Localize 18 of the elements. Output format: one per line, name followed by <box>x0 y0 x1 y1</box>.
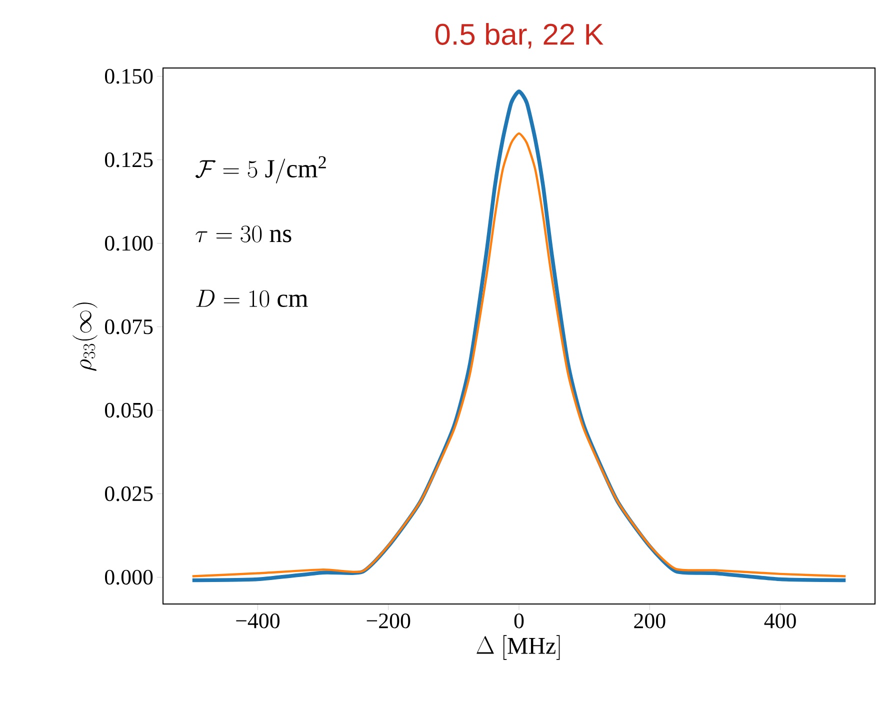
y-tick-label: 0.000 <box>105 570 153 585</box>
x-tick-label: 0 <box>514 614 524 628</box>
annotation: $\tau = 30\ \mathrm{ns}$ <box>196 226 292 242</box>
y-tick-label: 0.075 <box>105 319 153 334</box>
chart-title: 0.5 bar, 22 K <box>435 23 604 48</box>
annotation: $\mathcal{F} = 5\ \mathrm{J/cm^2}$ <box>195 156 326 184</box>
y-tick-label: 0.150 <box>105 68 153 84</box>
annotation: $D = 10\ \mathrm{cm}$ <box>196 290 308 308</box>
y-tick-label: 0.100 <box>105 236 153 251</box>
y-axis-title: $\rho_{33}(\infty)$ <box>72 302 98 371</box>
y-tick-label: 0.125 <box>105 152 153 168</box>
x-tick-label: 400 <box>764 614 796 628</box>
x-tick-label: −400 <box>236 614 280 628</box>
x-axis-title: $\Delta\ [\mathrm{MHz}]$ <box>476 635 560 660</box>
x-tick-label: 200 <box>634 614 666 628</box>
y-tick-label: 0.025 <box>105 486 153 502</box>
y-tick-label: 0.050 <box>105 402 153 418</box>
x-tick-label: −200 <box>366 614 410 628</box>
